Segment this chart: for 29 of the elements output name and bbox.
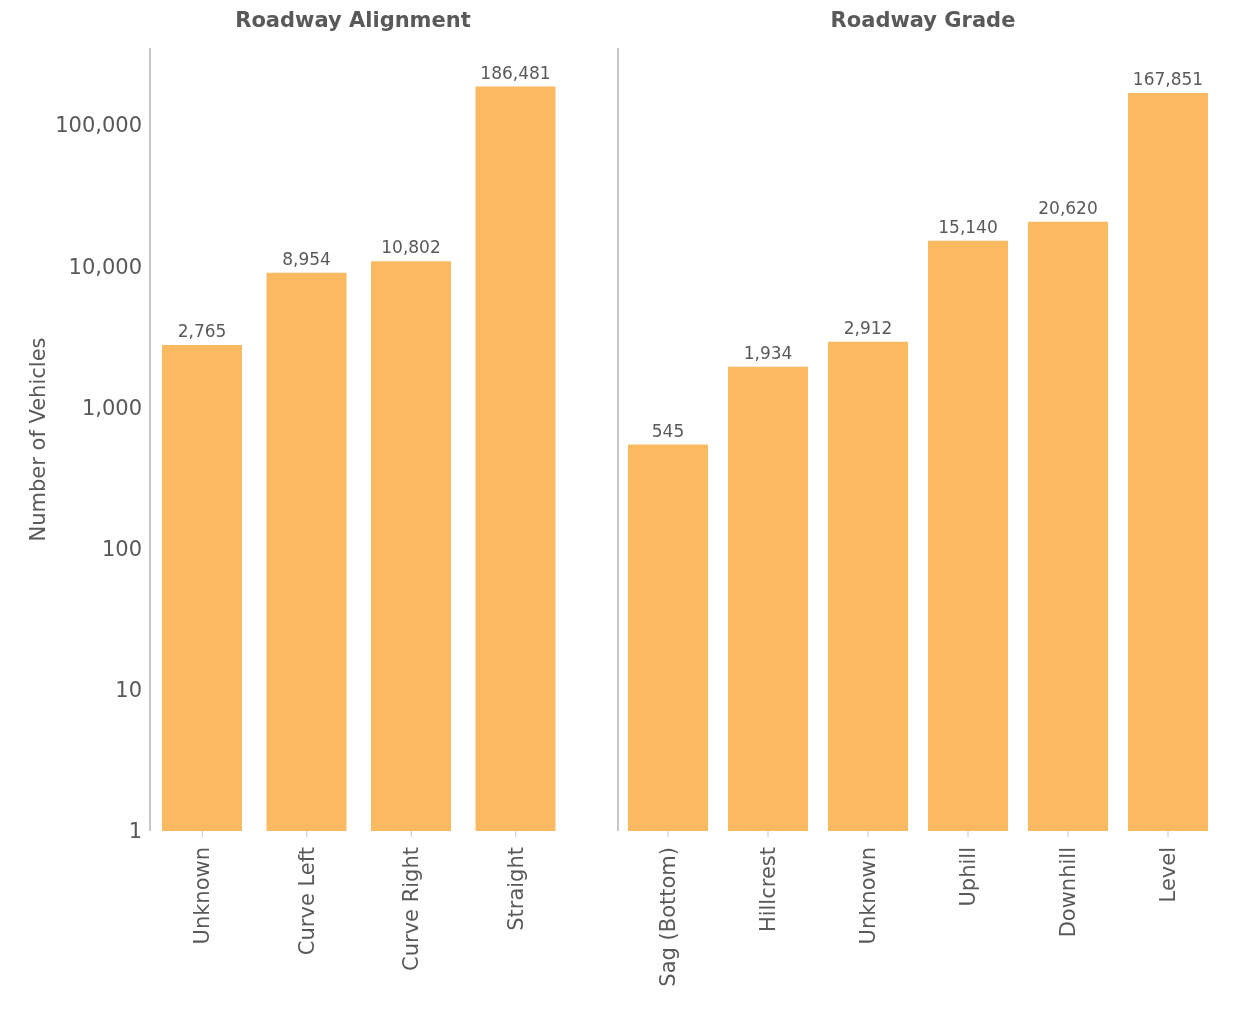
data-label: 167,851: [1132, 69, 1204, 90]
x-tick-label: Unknown: [856, 847, 880, 945]
y-tick-label: 100: [101, 536, 142, 561]
y-tick-label: 1,000: [81, 395, 142, 420]
y-tick-label: 1: [128, 819, 142, 844]
data-label: 545: [651, 420, 685, 441]
data-label: 20,620: [1038, 197, 1098, 218]
x-tick-label: Hillcrest: [756, 847, 780, 933]
data-label: 8,954: [282, 248, 331, 269]
x-tick-label: Curve Left: [294, 847, 319, 956]
data-label: 1,934: [743, 342, 793, 363]
y-tick-label: 100,000: [55, 113, 142, 138]
chart-title: Roadway Alignment: [234, 8, 472, 34]
y-tick-label: 10,000: [68, 254, 142, 279]
x-tick-label: Downhill: [1056, 847, 1080, 938]
data-label: 15,140: [938, 216, 998, 237]
data-label: 10,802: [381, 237, 441, 258]
y-tick-label: 10: [115, 678, 142, 703]
data-label: 186,481: [480, 62, 551, 83]
x-tick-label: Level: [1156, 847, 1180, 903]
x-tick-label: Uphill: [956, 847, 980, 907]
x-tick-label: Curve Right: [399, 847, 424, 971]
data-label: 2,912: [843, 317, 893, 338]
y-axis-title: Number of Vehicles: [26, 337, 51, 542]
chart-title: Roadway Grade: [829, 8, 1017, 34]
data-label: 2,765: [177, 320, 227, 341]
x-tick-label: Sag (Bottom): [656, 847, 680, 987]
x-tick-label: Straight: [503, 847, 528, 931]
x-tick-label: Unknown: [190, 847, 215, 945]
